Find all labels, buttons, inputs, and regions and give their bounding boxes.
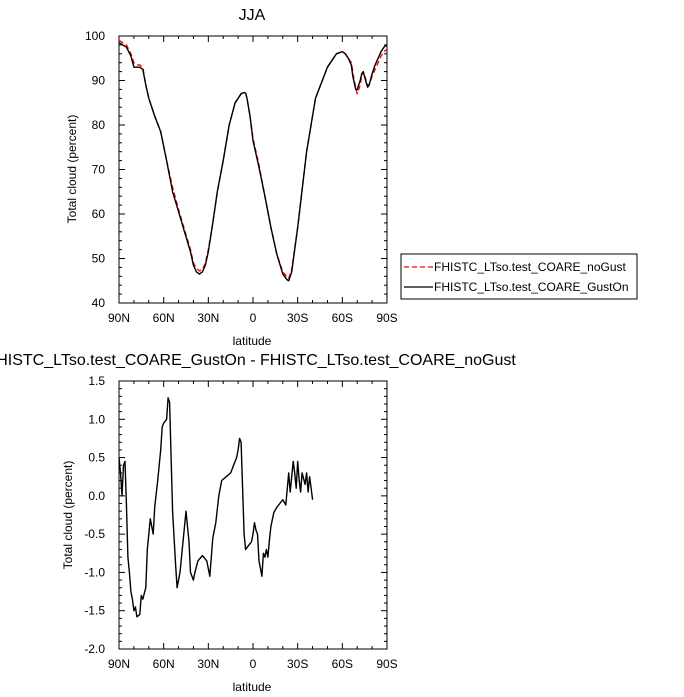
bottom-y-tick-label: 1.0 <box>88 412 105 426</box>
top-chart-title: JJA <box>239 7 266 24</box>
top-y-axis-title: Total cloud (percent) <box>65 115 79 224</box>
top-y-axis: 40 50 60 70 80 90 100 <box>85 29 387 310</box>
top-x-tick-label: 60N <box>153 311 175 325</box>
bottom-x-tick-label: 60S <box>332 657 353 671</box>
top-x-tick-label: 90N <box>108 311 130 325</box>
top-y-tick-label: 80 <box>92 118 106 132</box>
bottom-plot-frame <box>118 380 388 650</box>
bottom-y-tick-label: -1.0 <box>84 565 105 579</box>
top-plot-frame <box>118 35 388 304</box>
bottom-y-tick-label: -1.5 <box>84 604 105 618</box>
bottom-x-tick-label: 90S <box>376 657 397 671</box>
legend-box <box>400 253 638 300</box>
bottom-x-axis-title: latitude <box>233 680 272 694</box>
bottom-y-tick-label: 1.5 <box>88 374 105 388</box>
top-x-tick-label: 90S <box>376 311 397 325</box>
bottom-y-tick-label: 0.0 <box>88 489 105 503</box>
top-series-line-0 <box>118 39 388 280</box>
bottom-panel: HISTC_LTso.test_COARE_GustOn - FHISTC_LT… <box>0 352 516 694</box>
legend-label-nogust: FHISTC_LTso.test_COARE_noGust <box>434 260 627 274</box>
top-y-tick-label: 90 <box>92 74 106 88</box>
bottom-x-tick-label: 90N <box>108 657 130 671</box>
top-panel: JJA 90N 60N 30N 0 30S 60S 90S 405060708090100 … <box>65 7 638 348</box>
legend: FHISTC_LTso.test_COARE_noGust FHISTC_LTs… <box>400 253 638 300</box>
top-y-tick-label: 100 <box>85 29 105 43</box>
top-series-group <box>118 39 388 282</box>
top-y-tick-label: 60 <box>92 207 106 221</box>
top-x-axis-title: latitude <box>233 334 272 348</box>
bottom-x-tick-label: 0 <box>250 657 257 671</box>
bottom-y-tick-label: 0.5 <box>88 451 105 465</box>
top-x-tick-label: 30S <box>287 311 308 325</box>
bottom-x-tick-label: 60N <box>153 657 175 671</box>
top-y-tick-label: 70 <box>92 163 106 177</box>
top-x-tick-label: 0 <box>250 311 257 325</box>
bottom-x-tick-label: 30N <box>197 657 219 671</box>
bottom-y-axis-title: Total cloud (percent) <box>61 461 75 570</box>
bottom-y-tick-label: -2.0 <box>84 642 105 656</box>
top-series-line-1 <box>118 42 388 282</box>
top-y-tick-label: 50 <box>92 252 106 266</box>
legend-label-guston: FHISTC_LTso.test_COARE_GustOn <box>434 280 629 294</box>
bottom-y-tick-label: -0.5 <box>84 527 105 541</box>
top-y-tick-label: 40 <box>92 296 106 310</box>
bottom-series-line-0 <box>118 397 314 618</box>
bottom-chart-title: HISTC_LTso.test_COARE_GustOn - FHISTC_LT… <box>0 352 516 369</box>
top-x-tick-label: 30N <box>197 311 219 325</box>
bottom-y-axis: -2.0 -1.5 -1.0 -0.5 0.0 0.5 1.0 1.5 <box>84 374 387 656</box>
bottom-x-tick-label: 30S <box>287 657 308 671</box>
top-x-axis: 90N 60N 30N 0 30S 60S 90S <box>108 36 398 325</box>
bottom-x-axis: 90N 60N 30N 0 30S 60S 90S <box>108 381 398 671</box>
bottom-series-group <box>118 397 314 618</box>
top-x-tick-label: 60S <box>332 311 353 325</box>
